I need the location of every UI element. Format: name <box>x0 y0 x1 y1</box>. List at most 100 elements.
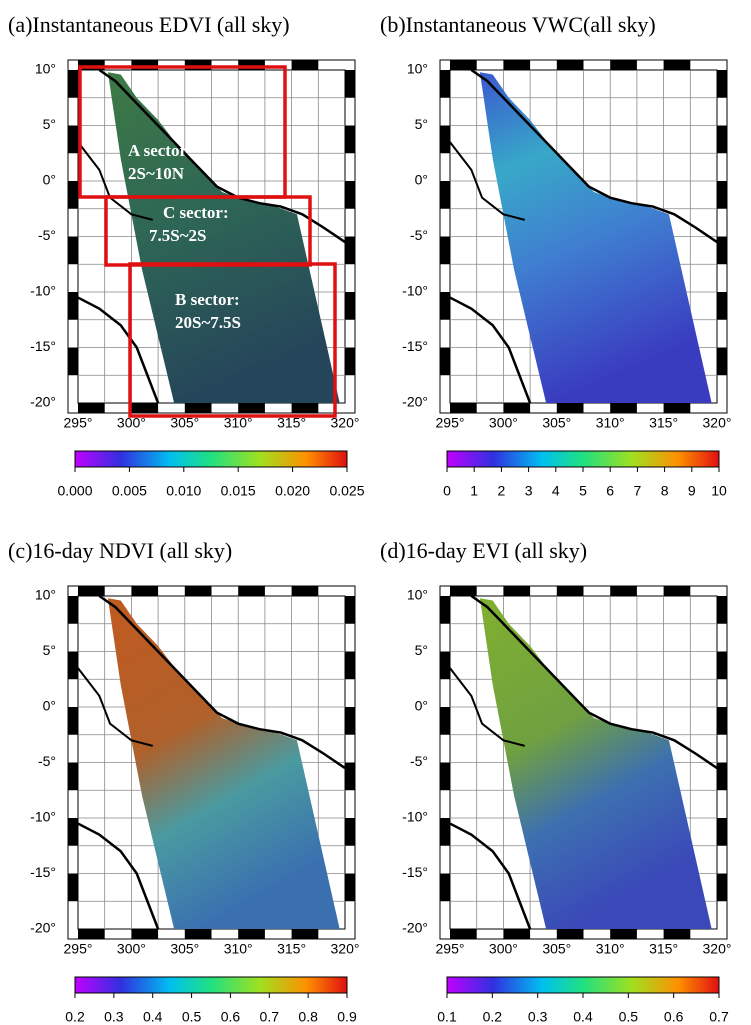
x-tick-label: 320° <box>703 941 732 957</box>
frame-segment <box>238 403 265 413</box>
frame-segment <box>610 60 637 70</box>
coastline <box>470 594 718 770</box>
frame-segment <box>440 707 450 735</box>
colorbar-label: 0.020 <box>275 483 310 499</box>
map-panel: (b)Instantaneous VWC(all sky) 10° 5° 0° -5° -… <box>380 12 731 499</box>
y-tick-label: 5° <box>415 642 428 658</box>
x-tick-label: 300° <box>489 941 518 957</box>
y-tick-label: -5° <box>38 227 56 243</box>
frame-segment <box>717 181 727 209</box>
colorbar-label: 0.2 <box>65 1009 85 1025</box>
frame-segment <box>610 586 637 596</box>
frame-segment <box>238 929 265 939</box>
frame-segment <box>78 403 105 413</box>
frame-segment <box>78 929 105 939</box>
satellite-swath <box>479 598 712 929</box>
frame-segment <box>440 873 450 902</box>
x-tick-label: 305° <box>170 941 199 957</box>
frame-segment <box>291 929 319 939</box>
frame-segment <box>345 596 355 624</box>
x-tick-label: 300° <box>117 415 146 431</box>
satellite-swath <box>107 72 340 403</box>
panel-title: (b)Instantaneous VWC(all sky) <box>380 12 656 37</box>
frame-segment <box>556 60 584 70</box>
x-tick-label: 310° <box>596 941 625 957</box>
frame-segment <box>345 651 355 680</box>
y-tick-label: 0° <box>43 172 56 188</box>
x-tick-label: 320° <box>703 415 732 431</box>
colorbar-label: 0.9 <box>337 1009 357 1025</box>
sector-range: 7.5S~2S <box>149 226 207 245</box>
frame-segment <box>440 818 450 846</box>
frame-segment <box>68 292 78 320</box>
sector-name: C sector: <box>163 203 229 222</box>
frame-segment <box>68 873 78 902</box>
y-tick-label: 10° <box>35 61 56 77</box>
frame-segment <box>663 60 691 70</box>
colorbar-label: 6 <box>606 483 614 499</box>
y-tick-label: -20° <box>402 920 428 936</box>
coastline <box>98 68 346 244</box>
x-tick-label: 300° <box>117 941 146 957</box>
frame-segment <box>440 762 450 791</box>
y-tick-label: -20° <box>402 394 428 410</box>
frame-segment <box>68 125 78 154</box>
y-tick-label: -5° <box>410 753 428 769</box>
frame-segment <box>717 651 727 680</box>
frame-segment <box>345 762 355 791</box>
frame-segment <box>68 181 78 209</box>
frame-segment <box>68 818 78 846</box>
frame-segment <box>345 292 355 320</box>
x-tick-label: 295° <box>436 941 465 957</box>
frame-segment <box>503 60 531 70</box>
frame-segment <box>291 586 319 596</box>
colorbar-label: 0.4 <box>573 1009 593 1025</box>
colorbar-label: 0.000 <box>57 483 92 499</box>
frame-segment <box>78 60 105 70</box>
colorbar-label: 0.6 <box>221 1009 241 1025</box>
frame-segment <box>345 873 355 902</box>
x-tick-label: 320° <box>331 941 360 957</box>
frame-segment <box>345 125 355 154</box>
colorbar-label: 0.010 <box>166 483 201 499</box>
x-tick-label: 310° <box>224 415 253 431</box>
x-tick-label: 310° <box>224 941 253 957</box>
colorbar-label: 0.015 <box>221 483 256 499</box>
frame-segment <box>450 929 477 939</box>
y-tick-label: 0° <box>415 698 428 714</box>
colorbar-label: 0.025 <box>329 483 364 499</box>
frame-segment <box>440 125 450 154</box>
colorbar-label: 5 <box>579 483 587 499</box>
colorbar <box>446 976 720 994</box>
satellite-swath <box>479 72 712 403</box>
frame-segment <box>717 707 727 735</box>
frame-segment <box>131 60 159 70</box>
x-tick-label: 305° <box>542 941 571 957</box>
colorbar-label: 0.005 <box>112 483 147 499</box>
satellite-swath <box>107 598 340 929</box>
frame-segment <box>450 586 477 596</box>
colorbar-label: 0.3 <box>104 1009 124 1025</box>
frame-segment <box>717 125 727 154</box>
frame-segment <box>68 651 78 680</box>
coastline <box>449 667 526 747</box>
frame-segment <box>184 929 212 939</box>
frame-segment <box>717 873 727 902</box>
coastline <box>77 667 154 747</box>
frame-segment <box>184 60 212 70</box>
x-tick-label: 295° <box>436 415 465 431</box>
frame-segment <box>663 586 691 596</box>
x-tick-label: 310° <box>596 415 625 431</box>
frame-segment <box>131 403 159 413</box>
frame-segment <box>345 818 355 846</box>
y-tick-label: 5° <box>43 116 56 132</box>
colorbar-label: 0.8 <box>298 1009 318 1025</box>
frame-segment <box>663 403 691 413</box>
frame-segment <box>556 586 584 596</box>
frame-segment <box>131 586 159 596</box>
colorbar-label: 0.6 <box>664 1009 684 1025</box>
colorbar <box>74 450 348 468</box>
frame-segment <box>717 596 727 624</box>
y-tick-label: -15° <box>30 338 56 354</box>
y-tick-label: 0° <box>415 172 428 188</box>
